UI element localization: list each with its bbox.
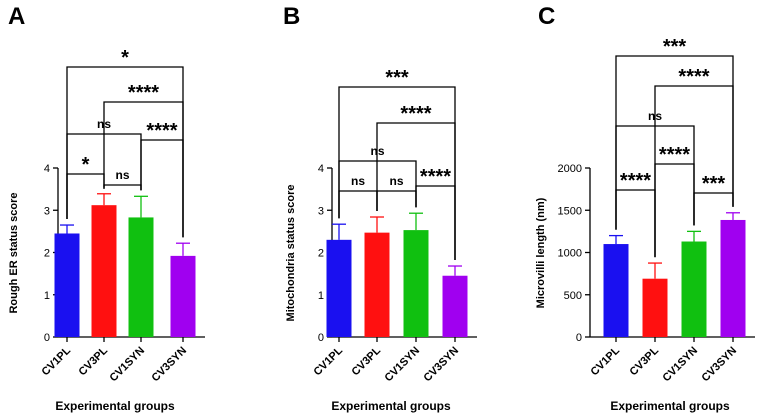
panel-letter: A: [8, 3, 25, 30]
category-label: CV3PL: [628, 344, 662, 378]
y-tick-label: 500: [564, 290, 582, 302]
category-label: CV1SYN: [383, 345, 423, 385]
significance-label: ***: [663, 36, 687, 58]
y-tick-label: 1000: [558, 248, 582, 260]
error-bar: [370, 216, 384, 233]
significance-label: ****: [678, 66, 709, 88]
error-bar: [60, 224, 74, 234]
y-tick-label: 4: [44, 163, 50, 175]
significance-bracket: [338, 190, 378, 219]
y-tick-label: 3: [44, 205, 50, 217]
x-axis-label: Experimental groups: [55, 399, 175, 413]
category-label: CV3SYN: [150, 345, 190, 385]
error-bar: [332, 223, 346, 240]
significance-label: *: [121, 47, 129, 69]
category-label: CV3PL: [350, 344, 384, 378]
y-tick-label: 2: [44, 248, 50, 260]
y-axis-label: Rough ER status score: [8, 192, 20, 313]
error-bar: [97, 193, 111, 206]
significance-label: ****: [620, 170, 651, 192]
significance-bracket: [103, 184, 142, 191]
bar-cv1pl: [603, 244, 629, 337]
significance-label: ns: [351, 174, 365, 188]
significance-label: ***: [702, 173, 726, 195]
bar-cv3syn: [170, 255, 196, 337]
bar-cv1syn: [681, 241, 707, 337]
significance-label: ****: [659, 144, 690, 166]
significance-bracket: [376, 190, 417, 212]
category-label: CV1PL: [312, 344, 346, 378]
y-tick-label: 3: [318, 205, 324, 217]
bar-cv1pl: [54, 233, 80, 337]
bar-cv3pl: [364, 232, 390, 337]
significance-label: ***: [385, 67, 409, 89]
significance-label: ****: [400, 103, 431, 125]
significance-label: ****: [420, 166, 451, 188]
error-bar: [176, 242, 190, 256]
y-tick-label: 0: [576, 332, 582, 344]
bar-cv3pl: [642, 278, 668, 337]
panel-a: A Rough ER status score Experimental gro…: [8, 3, 205, 413]
bar-cv1pl: [326, 239, 352, 337]
significance-label: ns: [370, 144, 384, 158]
category-label: CV1SYN: [661, 345, 701, 385]
significance-bracket: [615, 189, 656, 258]
category-label: CV1PL: [40, 344, 74, 378]
bar-cv3syn: [442, 275, 468, 337]
bar-cv1syn: [128, 217, 154, 337]
error-bar: [726, 212, 740, 220]
significance-label: ns: [648, 109, 662, 123]
category-label: CV1SYN: [108, 345, 148, 385]
error-bar: [687, 230, 701, 242]
y-axis-label: Microvilli length (nm): [535, 197, 547, 308]
category-label: CV1PL: [589, 344, 623, 378]
y-tick-label: 1: [318, 290, 324, 302]
x-axis-label: Experimental groups: [610, 399, 730, 413]
bar-cv3syn: [720, 219, 746, 337]
significance-bracket: [338, 160, 417, 219]
error-bar: [609, 234, 623, 245]
error-bar: [134, 195, 148, 218]
significance-label: ****: [128, 82, 159, 104]
panel-c: C Microvilli length (nm) Experimental gr…: [535, 3, 755, 413]
significance-label: ns: [389, 174, 403, 188]
category-label: CV3SYN: [422, 345, 462, 385]
bar-cv1syn: [403, 230, 429, 337]
error-bar: [409, 212, 423, 231]
panel-b: B Mitochondria status score Experimental…: [283, 3, 477, 413]
significance-bracket: [66, 66, 184, 238]
panel-letter: C: [538, 3, 555, 30]
y-tick-label: 4: [318, 163, 324, 175]
y-tick-label: 2000: [558, 163, 582, 175]
significance-bracket: [66, 173, 105, 220]
significance-bracket: [693, 192, 734, 226]
category-label: CV3SYN: [700, 345, 740, 385]
bar-cv3pl: [91, 205, 117, 337]
significance-bracket: [140, 139, 184, 238]
y-tick-label: 1: [44, 290, 50, 302]
significance-label: ns: [97, 117, 111, 131]
panel-letter: B: [283, 3, 300, 30]
y-tick-label: 1500: [558, 205, 582, 217]
error-bar: [448, 265, 462, 276]
category-label: CV3PL: [77, 344, 111, 378]
significance-label: ns: [115, 168, 129, 182]
significance-label: *: [82, 154, 90, 176]
significance-label: ****: [146, 120, 177, 142]
error-bar: [648, 262, 662, 279]
y-axis-label: Mitochondria status score: [285, 185, 297, 322]
significance-bracket: [615, 55, 734, 230]
y-tick-label: 0: [318, 332, 324, 344]
x-axis-label: Experimental groups: [331, 399, 451, 413]
y-tick-label: 0: [44, 332, 50, 344]
y-tick-label: 2: [318, 248, 324, 260]
